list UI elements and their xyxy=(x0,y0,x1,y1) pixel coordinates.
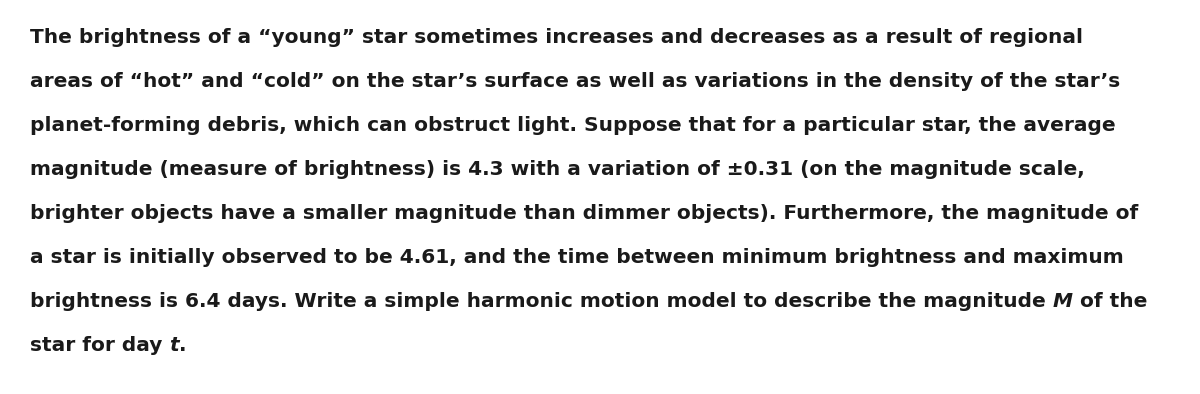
Text: The brightness of a “young” star sometimes increases and decreases as a result o: The brightness of a “young” star sometim… xyxy=(30,28,1084,47)
Text: planet-forming debris, which can obstruct light. Suppose that for a particular s: planet-forming debris, which can obstruc… xyxy=(30,116,1116,135)
Text: magnitude (measure of brightness) is 4.3 with a variation of ±0.31 (on the magni: magnitude (measure of brightness) is 4.3… xyxy=(30,160,1085,179)
Text: star for day: star for day xyxy=(30,336,169,355)
Text: of the: of the xyxy=(1073,292,1147,311)
Text: areas of “hot” and “cold” on the star’s surface as well as variations in the den: areas of “hot” and “cold” on the star’s … xyxy=(30,72,1121,91)
Text: t: t xyxy=(169,336,179,355)
Text: .: . xyxy=(179,336,186,355)
Text: brighter objects have a smaller magnitude than dimmer objects). Furthermore, the: brighter objects have a smaller magnitud… xyxy=(30,204,1139,223)
Text: M: M xyxy=(1052,292,1073,311)
Text: a star is initially observed to be 4.61, and the time between minimum brightness: a star is initially observed to be 4.61,… xyxy=(30,248,1123,267)
Text: brightness is 6.4 days. Write a simple harmonic motion model to describe the mag: brightness is 6.4 days. Write a simple h… xyxy=(30,292,1052,311)
